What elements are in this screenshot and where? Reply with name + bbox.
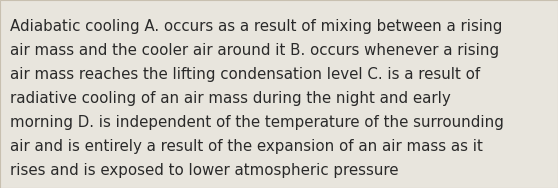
Text: air mass and the cooler air around it B. occurs whenever a rising: air mass and the cooler air around it B.… <box>10 43 499 58</box>
Text: air mass reaches the lifting condensation level C. is a result of: air mass reaches the lifting condensatio… <box>10 67 480 82</box>
Text: air and is entirely a result of the expansion of an air mass as it: air and is entirely a result of the expa… <box>10 139 483 154</box>
Text: radiative cooling of an air mass during the night and early: radiative cooling of an air mass during … <box>10 91 451 106</box>
Text: morning D. is independent of the temperature of the surrounding: morning D. is independent of the tempera… <box>10 115 504 130</box>
Text: Adiabatic cooling A. occurs as a result of mixing between a rising: Adiabatic cooling A. occurs as a result … <box>10 19 502 34</box>
Text: rises and is exposed to lower atmospheric pressure: rises and is exposed to lower atmospheri… <box>10 163 398 178</box>
